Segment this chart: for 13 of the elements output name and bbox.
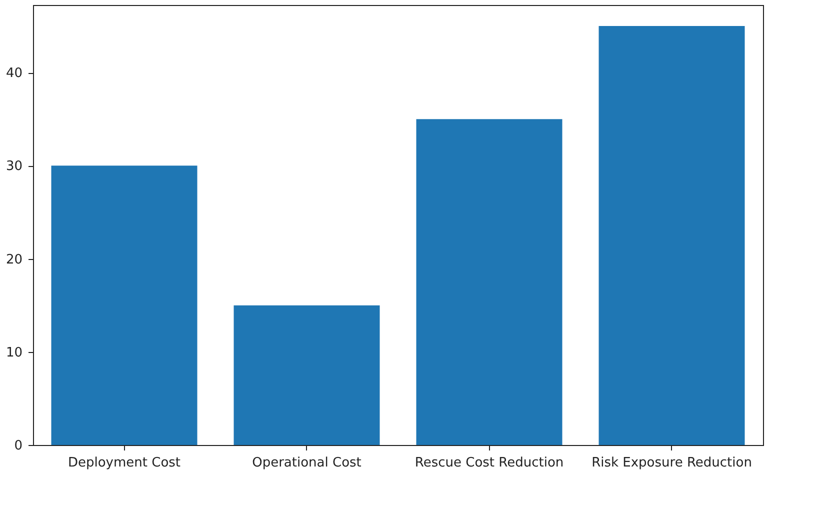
x-tick-label: Rescue Cost Reduction <box>414 456 564 470</box>
bar <box>598 26 745 445</box>
y-tick-label: 0 <box>14 438 22 454</box>
bar <box>234 305 380 445</box>
bar <box>51 166 198 445</box>
y-tick-label: 30 <box>6 159 22 174</box>
y-tick-label: 40 <box>6 66 22 82</box>
x-tick-label: Deployment Cost <box>68 456 181 470</box>
x-tick-label: Operational Cost <box>252 456 362 470</box>
x-tick-label: Risk Exposure Reduction <box>592 456 752 470</box>
y-tick-label: 20 <box>6 252 22 268</box>
y-tick-label: 10 <box>6 345 22 360</box>
bar <box>416 119 562 445</box>
